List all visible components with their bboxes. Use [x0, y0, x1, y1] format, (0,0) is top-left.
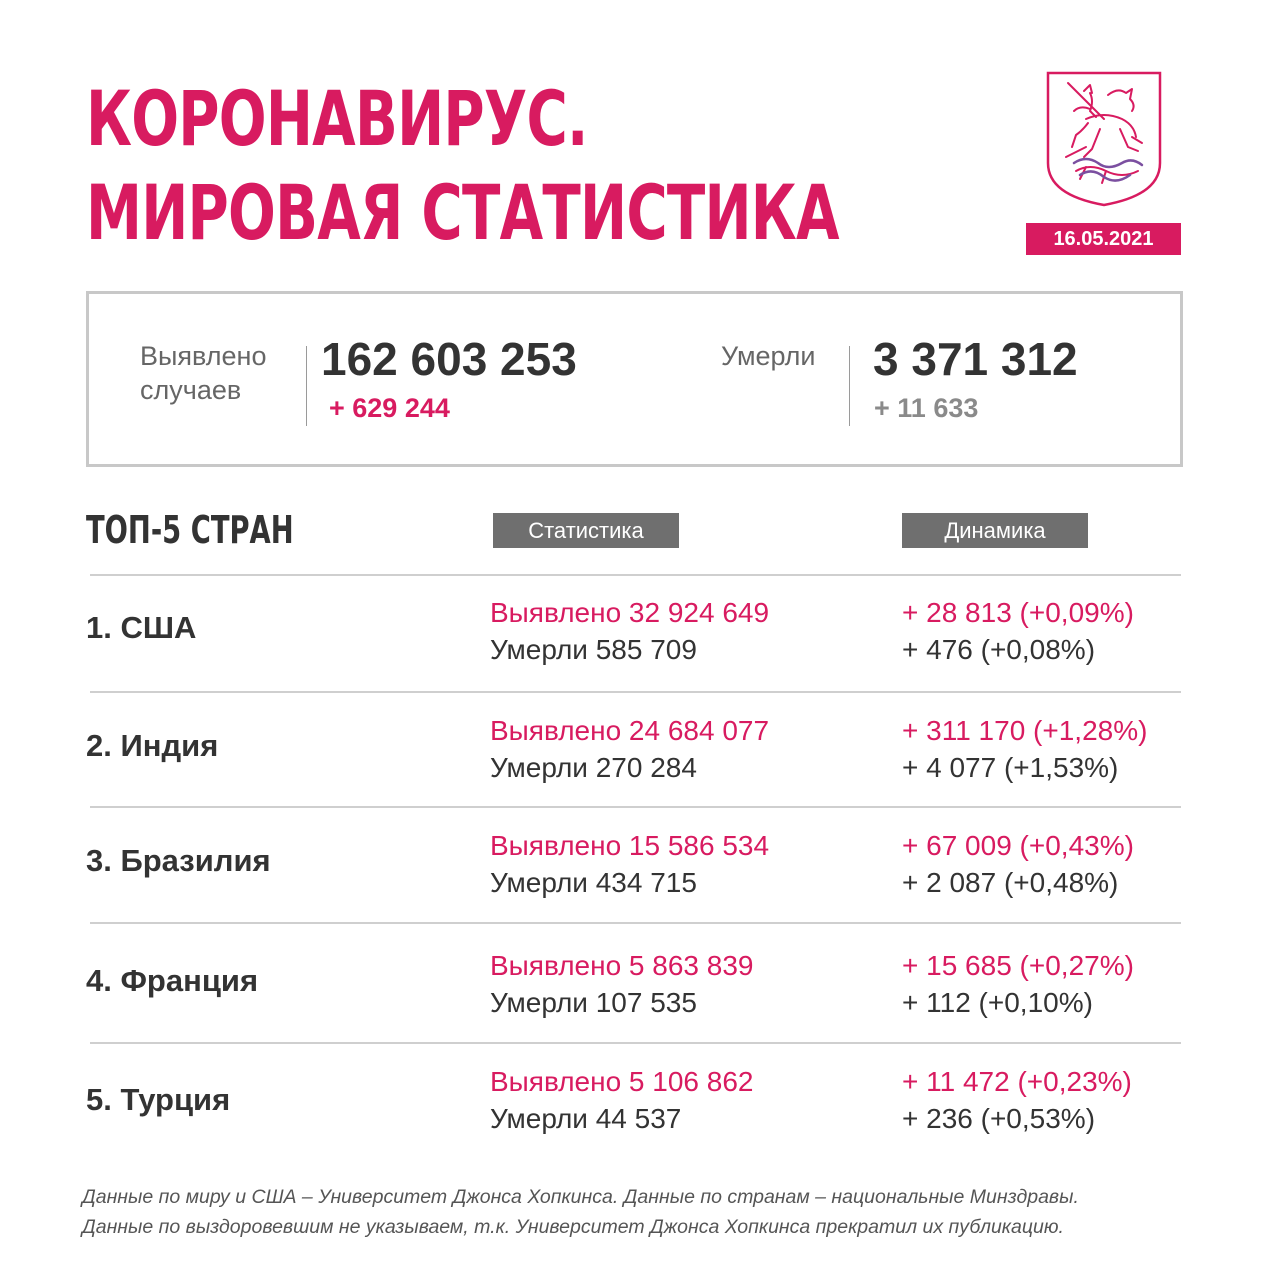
cases-total: 162 603 253	[321, 333, 577, 385]
cases-label: Выявлено случаев	[140, 339, 266, 407]
cases-delta: + 629 244	[329, 393, 450, 423]
deaths-total: 3 371 312	[873, 333, 1078, 385]
table-row: 4. Франция Выявлено 5 863 839 Умерли 107…	[0, 947, 1280, 1027]
dynamics-cell: + 67 009 (+0,43%) + 2 087 (+0,48%)	[902, 827, 1134, 901]
divider	[90, 574, 1181, 576]
table-row: 5. Турция Выявлено 5 106 862 Умерли 44 5…	[0, 1063, 1280, 1143]
cases-value: Выявлено 15 586 534	[490, 830, 770, 861]
title-line-2: МИРОВАЯ СТАТИСТИКА	[86, 168, 840, 257]
top5-title: ТОП-5 СТРАН	[86, 508, 294, 552]
dynamics-cell: + 15 685 (+0,27%) + 112 (+0,10%)	[902, 947, 1134, 1021]
deaths-value: Умерли 44 537	[490, 1103, 682, 1134]
deaths-delta-value: + 476 (+0,08%)	[902, 634, 1096, 665]
cases-delta-value: + 67 009 (+0,43%)	[902, 830, 1134, 861]
footnote-line-2: Данные по выздоровевшим не указываем, т.…	[82, 1216, 1064, 1238]
cases-delta-value: + 11 472 (+0,23%)	[902, 1066, 1132, 1097]
divider	[90, 1042, 1181, 1044]
moscow-coat-of-arms-icon	[1046, 71, 1162, 207]
cases-label-line-2: случаев	[140, 375, 242, 405]
deaths-value: Умерли 107 535	[490, 987, 697, 1018]
title-line-1: КОРОНАВИРУС.	[86, 74, 588, 163]
table-row: 1. США Выявлено 32 924 649 Умерли 585 70…	[0, 594, 1280, 674]
deaths-label: Умерли	[721, 341, 816, 371]
stat-cell: Выявлено 24 684 077 Умерли 270 284	[490, 712, 769, 786]
cases-value: Выявлено 32 924 649	[490, 597, 770, 628]
deaths-value: Умерли 270 284	[490, 752, 697, 783]
footnote-line-1: Данные по миру и США – Университет Джонс…	[82, 1186, 1079, 1208]
stat-cell: Выявлено 15 586 534 Умерли 434 715	[490, 827, 769, 901]
stat-cell: Выявлено 32 924 649 Умерли 585 709	[490, 594, 769, 668]
cases-delta-value: + 311 170 (+1,28%)	[902, 715, 1148, 746]
world-summary-box: Выявлено случаев 162 603 253 + 629 244 У…	[86, 291, 1183, 467]
dynamics-cell: + 311 170 (+1,28%) + 4 077 (+1,53%)	[902, 712, 1147, 786]
date-badge: 16.05.2021	[1026, 223, 1181, 255]
divider	[90, 691, 1181, 693]
country-name: 1. США	[86, 610, 197, 645]
country-name: 3. Бразилия	[86, 843, 271, 878]
dynamics-cell: + 28 813 (+0,09%) + 476 (+0,08%)	[902, 594, 1134, 668]
dynamics-cell: + 11 472 (+0,23%) + 236 (+0,53%)	[902, 1063, 1132, 1137]
country-name: 5. Турция	[86, 1082, 231, 1117]
deaths-delta-value: + 4 077 (+1,53%)	[902, 752, 1119, 783]
deaths-value: Умерли 585 709	[490, 634, 697, 665]
footnote: Данные по миру и США – Университет Джонс…	[82, 1182, 1079, 1242]
column-header-statistics: Статистика	[493, 513, 679, 548]
cases-delta-value: + 28 813 (+0,09%)	[902, 597, 1134, 628]
cases-value: Выявлено 5 106 862	[490, 1066, 754, 1097]
country-name: 2. Индия	[86, 728, 219, 763]
deaths-delta-value: + 2 087 (+0,48%)	[902, 867, 1119, 898]
cases-value: Выявлено 5 863 839	[490, 950, 754, 981]
deaths-value: Умерли 434 715	[490, 867, 697, 898]
deaths-delta-value: + 112 (+0,10%)	[902, 987, 1093, 1018]
cases-value: Выявлено 24 684 077	[490, 715, 770, 746]
stat-cell: Выявлено 5 106 862 Умерли 44 537	[490, 1063, 753, 1137]
divider	[849, 346, 850, 426]
deaths-delta: + 11 633	[874, 393, 979, 423]
cases-delta-value: + 15 685 (+0,27%)	[902, 950, 1134, 981]
divider	[306, 346, 307, 426]
cases-label-line-1: Выявлено	[140, 341, 267, 371]
deaths-delta-value: + 236 (+0,53%)	[902, 1103, 1096, 1134]
table-row: 3. Бразилия Выявлено 15 586 534 Умерли 4…	[0, 827, 1280, 907]
country-name: 4. Франция	[86, 963, 259, 998]
divider	[90, 806, 1181, 808]
column-header-dynamics: Динамика	[902, 513, 1088, 548]
table-row: 2. Индия Выявлено 24 684 077 Умерли 270 …	[0, 712, 1280, 792]
page-title: КОРОНАВИРУС. МИРОВАЯ СТАТИСТИКА	[86, 72, 840, 260]
stat-cell: Выявлено 5 863 839 Умерли 107 535	[490, 947, 753, 1021]
divider	[90, 922, 1181, 924]
